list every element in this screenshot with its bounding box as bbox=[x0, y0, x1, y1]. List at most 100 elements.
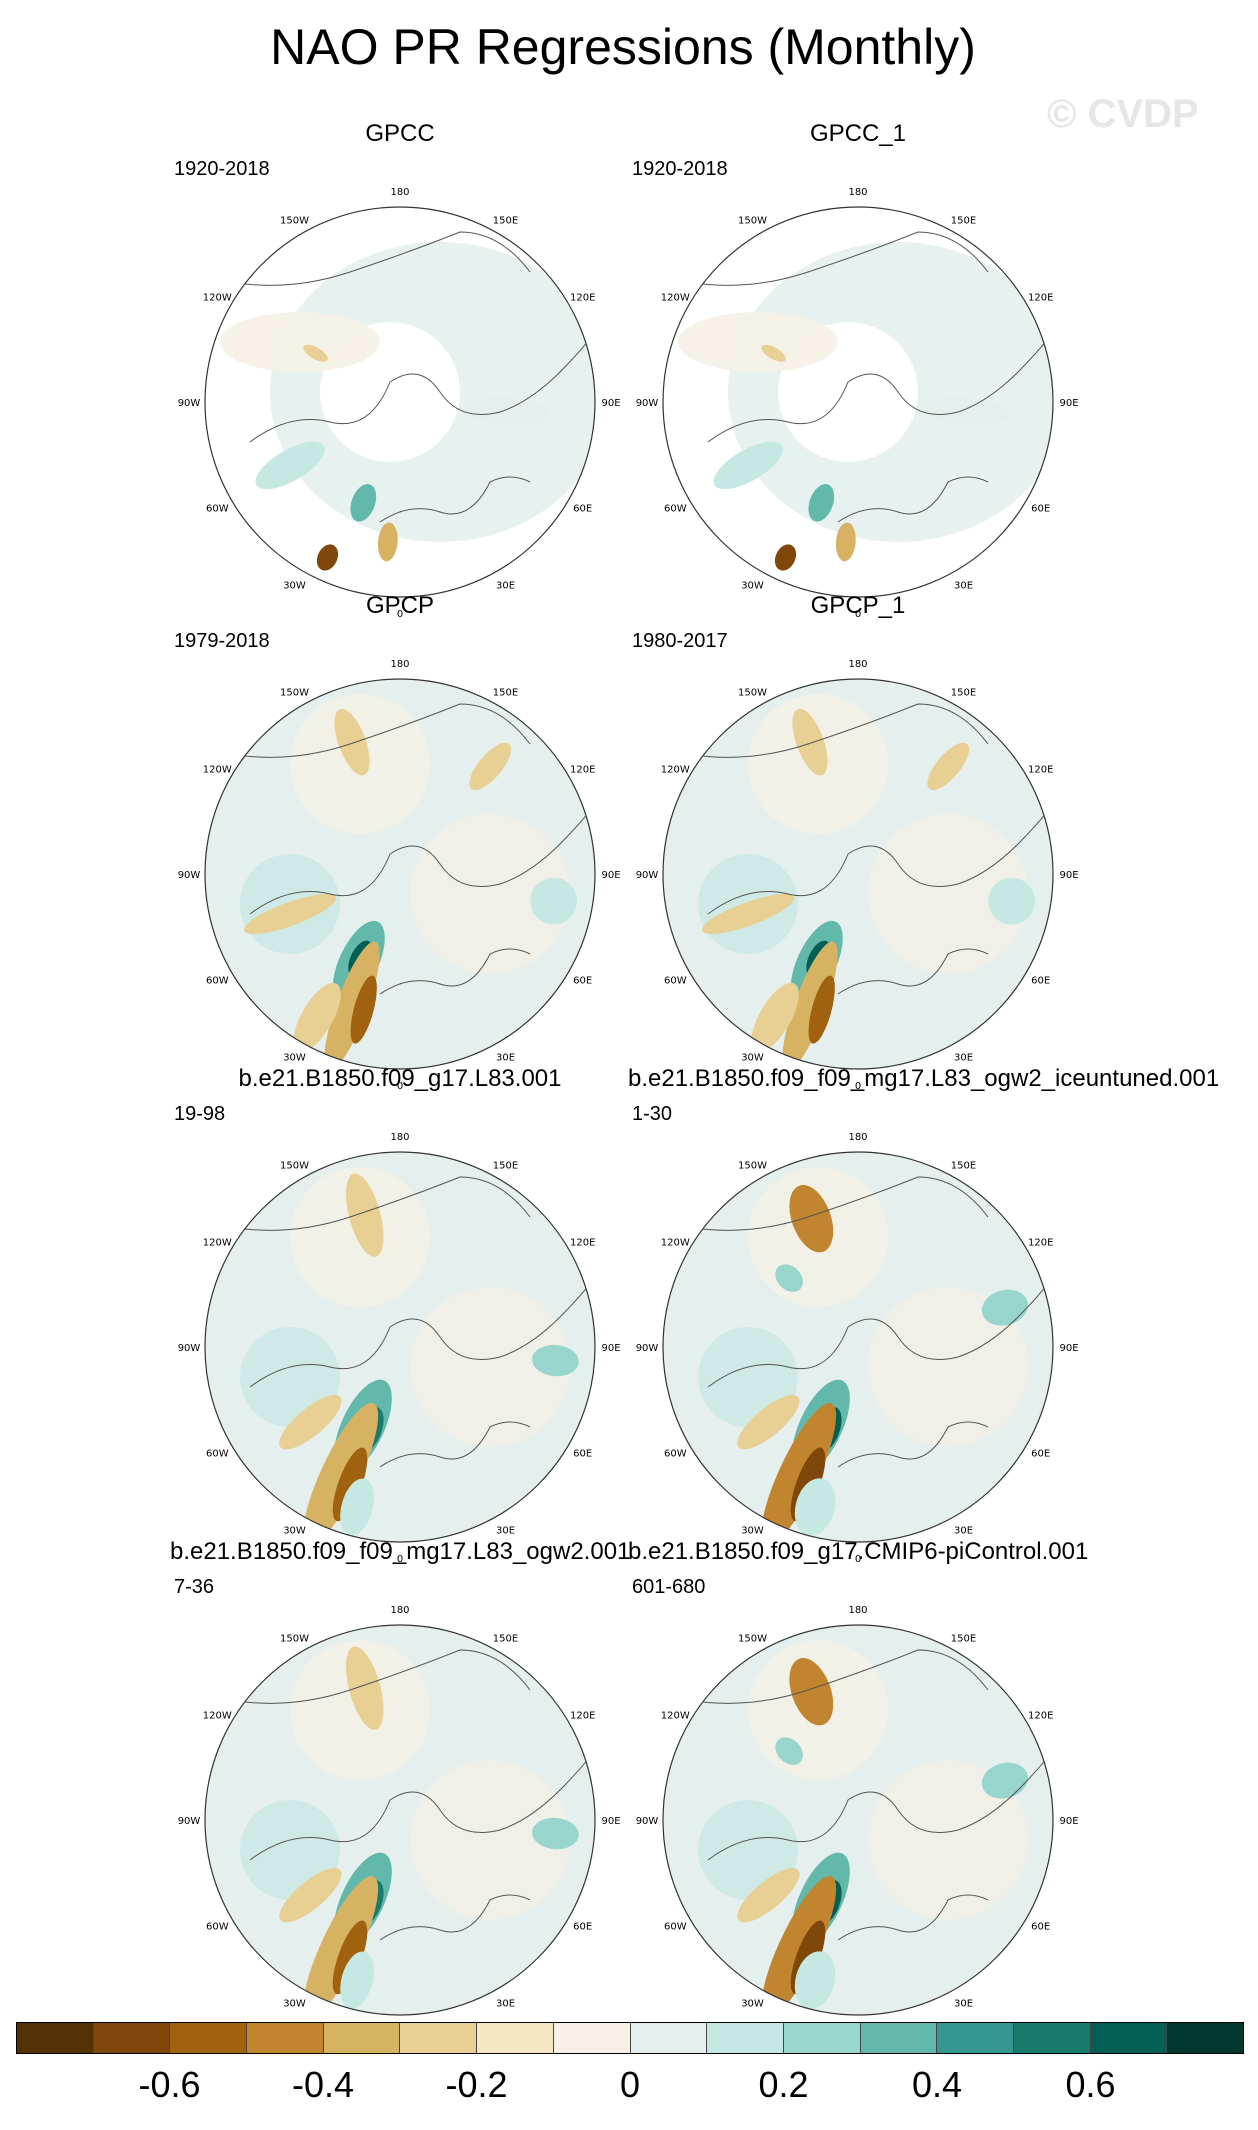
map-panel: 180 150E 120E 90E 60E 30E 0 30W 60W 90W 120W 150W b.… bbox=[628, 1538, 1088, 2038]
longitude-label: 150E bbox=[951, 1160, 976, 1171]
longitude-label: 30E bbox=[954, 1526, 973, 1537]
anomaly-blob bbox=[255, 441, 325, 490]
map-boundary bbox=[204, 1151, 596, 1543]
anomaly-blob bbox=[332, 1447, 368, 1522]
longitude-label: 120W bbox=[203, 765, 232, 776]
longitude-label: 180 bbox=[390, 1132, 409, 1143]
longitude-label: 60W bbox=[206, 504, 229, 515]
map-boundary bbox=[662, 1151, 1054, 1543]
coastline bbox=[249, 1729, 595, 1861]
longitude-label: 120W bbox=[661, 1238, 690, 1249]
map-panel: 180 150E 120E 90E 60E 30E 0 30W 60W 90W 120W 150W b.… bbox=[170, 1538, 631, 2038]
coastline bbox=[837, 1421, 989, 1468]
longitude-label: 180 bbox=[848, 1132, 867, 1143]
map-boundary bbox=[662, 678, 1054, 1070]
colorbar-segment bbox=[860, 2023, 938, 2053]
longitude-label: 60W bbox=[664, 1922, 687, 1933]
anomaly-blob bbox=[293, 982, 341, 1053]
panel-title: GPCC bbox=[365, 120, 435, 147]
coastline bbox=[707, 1729, 1053, 1861]
colorbar-tick-label: -0.6 bbox=[138, 2064, 201, 2105]
coastline bbox=[229, 703, 531, 758]
anomaly-blob bbox=[532, 1344, 579, 1377]
colorbar-bar bbox=[16, 2022, 1244, 2054]
longitude-label: 60W bbox=[664, 976, 687, 987]
longitude-label: 150W bbox=[738, 1633, 767, 1644]
longitude-label: 180 bbox=[390, 187, 409, 198]
longitude-label: 150W bbox=[280, 1633, 309, 1644]
longitude-label: 30W bbox=[283, 1526, 306, 1537]
panel-title: b.e21.B1850.f09_f09_mg17.L83_ogw2.001 bbox=[170, 1538, 631, 1565]
coastline bbox=[837, 948, 989, 995]
longitude-label: 150E bbox=[951, 215, 976, 226]
figure-title: NAO PR Regressions (Monthly) bbox=[270, 19, 976, 75]
panel-years: 1979-2018 bbox=[174, 630, 270, 652]
longitude-label: 90E bbox=[601, 398, 620, 409]
map-panel: 180 150E 120E 90E 60E 30E 0 30W 60W 90W 120W 150W b.… bbox=[628, 1065, 1219, 1565]
anomaly-blob bbox=[303, 1403, 379, 1542]
longitude-label: 60E bbox=[573, 504, 592, 515]
longitude-label: 60E bbox=[1031, 504, 1050, 515]
anomaly-blob bbox=[244, 894, 337, 934]
panel-years: 19-98 bbox=[174, 1103, 226, 1125]
anomaly-blob bbox=[761, 344, 786, 362]
anomaly-blob bbox=[922, 397, 1008, 426]
anomaly-blob bbox=[279, 1395, 342, 1450]
colorbar-segment bbox=[1167, 2023, 1243, 2053]
longitude-label: 60E bbox=[1031, 976, 1050, 987]
longitude-label: 120W bbox=[203, 1711, 232, 1722]
colorbar-segment bbox=[937, 2023, 1014, 2053]
coastline bbox=[707, 1256, 1053, 1388]
coastline bbox=[687, 1176, 989, 1231]
panel-title: GPCP bbox=[365, 592, 434, 619]
longitude-label: 150W bbox=[280, 215, 309, 226]
longitude-label: 30W bbox=[283, 581, 306, 592]
colorbar-segment bbox=[1013, 2023, 1091, 2053]
coastline bbox=[837, 1894, 989, 1941]
colorbar-tick-label: -0.4 bbox=[291, 2064, 355, 2105]
longitude-label: 120W bbox=[661, 293, 690, 304]
colorbar-segment bbox=[170, 2023, 248, 2053]
longitude-label: 180 bbox=[390, 1605, 409, 1616]
anomaly-blob bbox=[761, 1876, 837, 2015]
panel-years: 601-680 bbox=[632, 1576, 706, 1598]
coastline bbox=[379, 476, 531, 523]
anomaly-blob bbox=[334, 708, 370, 776]
colorbar-segment bbox=[1090, 2023, 1168, 2053]
longitude-label: 120W bbox=[203, 1238, 232, 1249]
anomaly-blob bbox=[835, 522, 856, 562]
colorbar-segment bbox=[707, 2023, 784, 2053]
coastline bbox=[687, 1649, 989, 1704]
anomaly-blob bbox=[332, 1920, 368, 1995]
longitude-label: 0 bbox=[397, 609, 403, 620]
longitude-label: 0 bbox=[397, 1081, 403, 1092]
longitude-label: 60W bbox=[664, 504, 687, 515]
longitude-label: 60E bbox=[1031, 1449, 1050, 1460]
longitude-label: 60W bbox=[206, 1922, 229, 1933]
map-panel: 180 150E 120E 90E 60E 30E 0 30W 60W 90W 120W 150W GP… bbox=[628, 592, 1088, 1092]
longitude-label: 90E bbox=[1059, 870, 1078, 881]
longitude-label: 90E bbox=[1059, 398, 1078, 409]
coastline bbox=[249, 783, 595, 915]
anomaly-blob bbox=[316, 544, 339, 571]
longitude-label: 150W bbox=[738, 687, 767, 698]
anomaly-blob bbox=[789, 1185, 834, 1253]
anomaly-blob bbox=[927, 742, 970, 791]
longitude-label: 60W bbox=[206, 976, 229, 987]
longitude-label: 30E bbox=[954, 1999, 973, 2010]
anomaly-blob bbox=[532, 1817, 579, 1850]
anomaly-blob bbox=[808, 484, 835, 522]
anomaly-blob bbox=[530, 877, 578, 925]
longitude-label: 90W bbox=[636, 870, 659, 881]
coastline bbox=[707, 311, 1053, 443]
panel-title: b.e21.B1850.f09_g17.L83.001 bbox=[238, 1065, 562, 1092]
colorbar-tick-label: 0.2 bbox=[758, 2064, 809, 2105]
longitude-label: 30W bbox=[741, 1526, 764, 1537]
anomaly-blob bbox=[981, 1289, 1028, 1326]
longitude-label: 120E bbox=[570, 1238, 595, 1249]
